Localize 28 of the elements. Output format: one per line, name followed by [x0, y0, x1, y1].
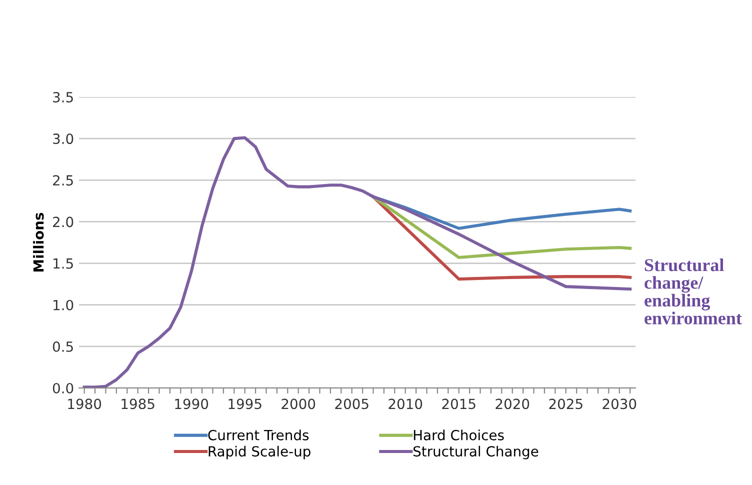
y-tick-label: 2.0 — [53, 216, 74, 228]
legend-label: Current Trends — [208, 430, 309, 440]
x-tick-label: 1985 — [122, 398, 154, 410]
y-axis-title: Millions — [33, 212, 44, 272]
legend-label: Structural Change — [413, 446, 538, 460]
x-tick-label: 2015 — [442, 398, 476, 410]
x-tick-label: 2025 — [549, 398, 582, 410]
x-tick-label: 1995 — [228, 398, 262, 410]
x-tick-label: 2000 — [282, 398, 316, 410]
y-tick-label: 0.5 — [52, 341, 73, 352]
x-tick-label: 1980 — [68, 398, 102, 410]
y-tick-label: 3.5 — [53, 92, 73, 102]
x-tick-label: 2010 — [388, 398, 422, 410]
line-series — [372, 195, 632, 259]
x-tick-label: 2020 — [496, 398, 530, 410]
x-tick-label: 2005 — [335, 398, 368, 410]
y-tick-label: 1.0 — [54, 300, 74, 310]
annotation: Structural change/ enabling environment — [644, 258, 742, 324]
x-tick-label: 1990 — [175, 398, 208, 410]
y-tick-label: 2.5 — [53, 175, 73, 186]
y-tick-label: 3.0 — [53, 134, 74, 144]
y-tick-label: 1.5 — [54, 258, 73, 269]
x-tick-label: 2030 — [602, 398, 636, 410]
legend-label: Hard Choices — [414, 430, 504, 440]
line-series — [372, 195, 632, 281]
y-tick-label: 0.0 — [52, 382, 74, 394]
legend-label: Rapid Scale-up — [208, 446, 310, 460]
line-series — [82, 136, 632, 388]
